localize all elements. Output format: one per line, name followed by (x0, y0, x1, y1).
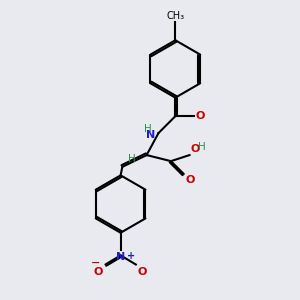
Text: CH₃: CH₃ (166, 11, 184, 21)
Text: O: O (185, 175, 194, 185)
Text: O: O (93, 266, 103, 277)
Text: H: H (128, 154, 136, 164)
Text: N: N (146, 130, 156, 140)
Text: N: N (116, 252, 125, 262)
Text: O: O (137, 266, 146, 277)
Text: O: O (196, 111, 205, 121)
Text: O: O (191, 144, 200, 154)
Text: H: H (198, 142, 206, 152)
Text: +: + (127, 251, 135, 261)
Text: H: H (144, 124, 152, 134)
Text: −: − (91, 258, 101, 268)
